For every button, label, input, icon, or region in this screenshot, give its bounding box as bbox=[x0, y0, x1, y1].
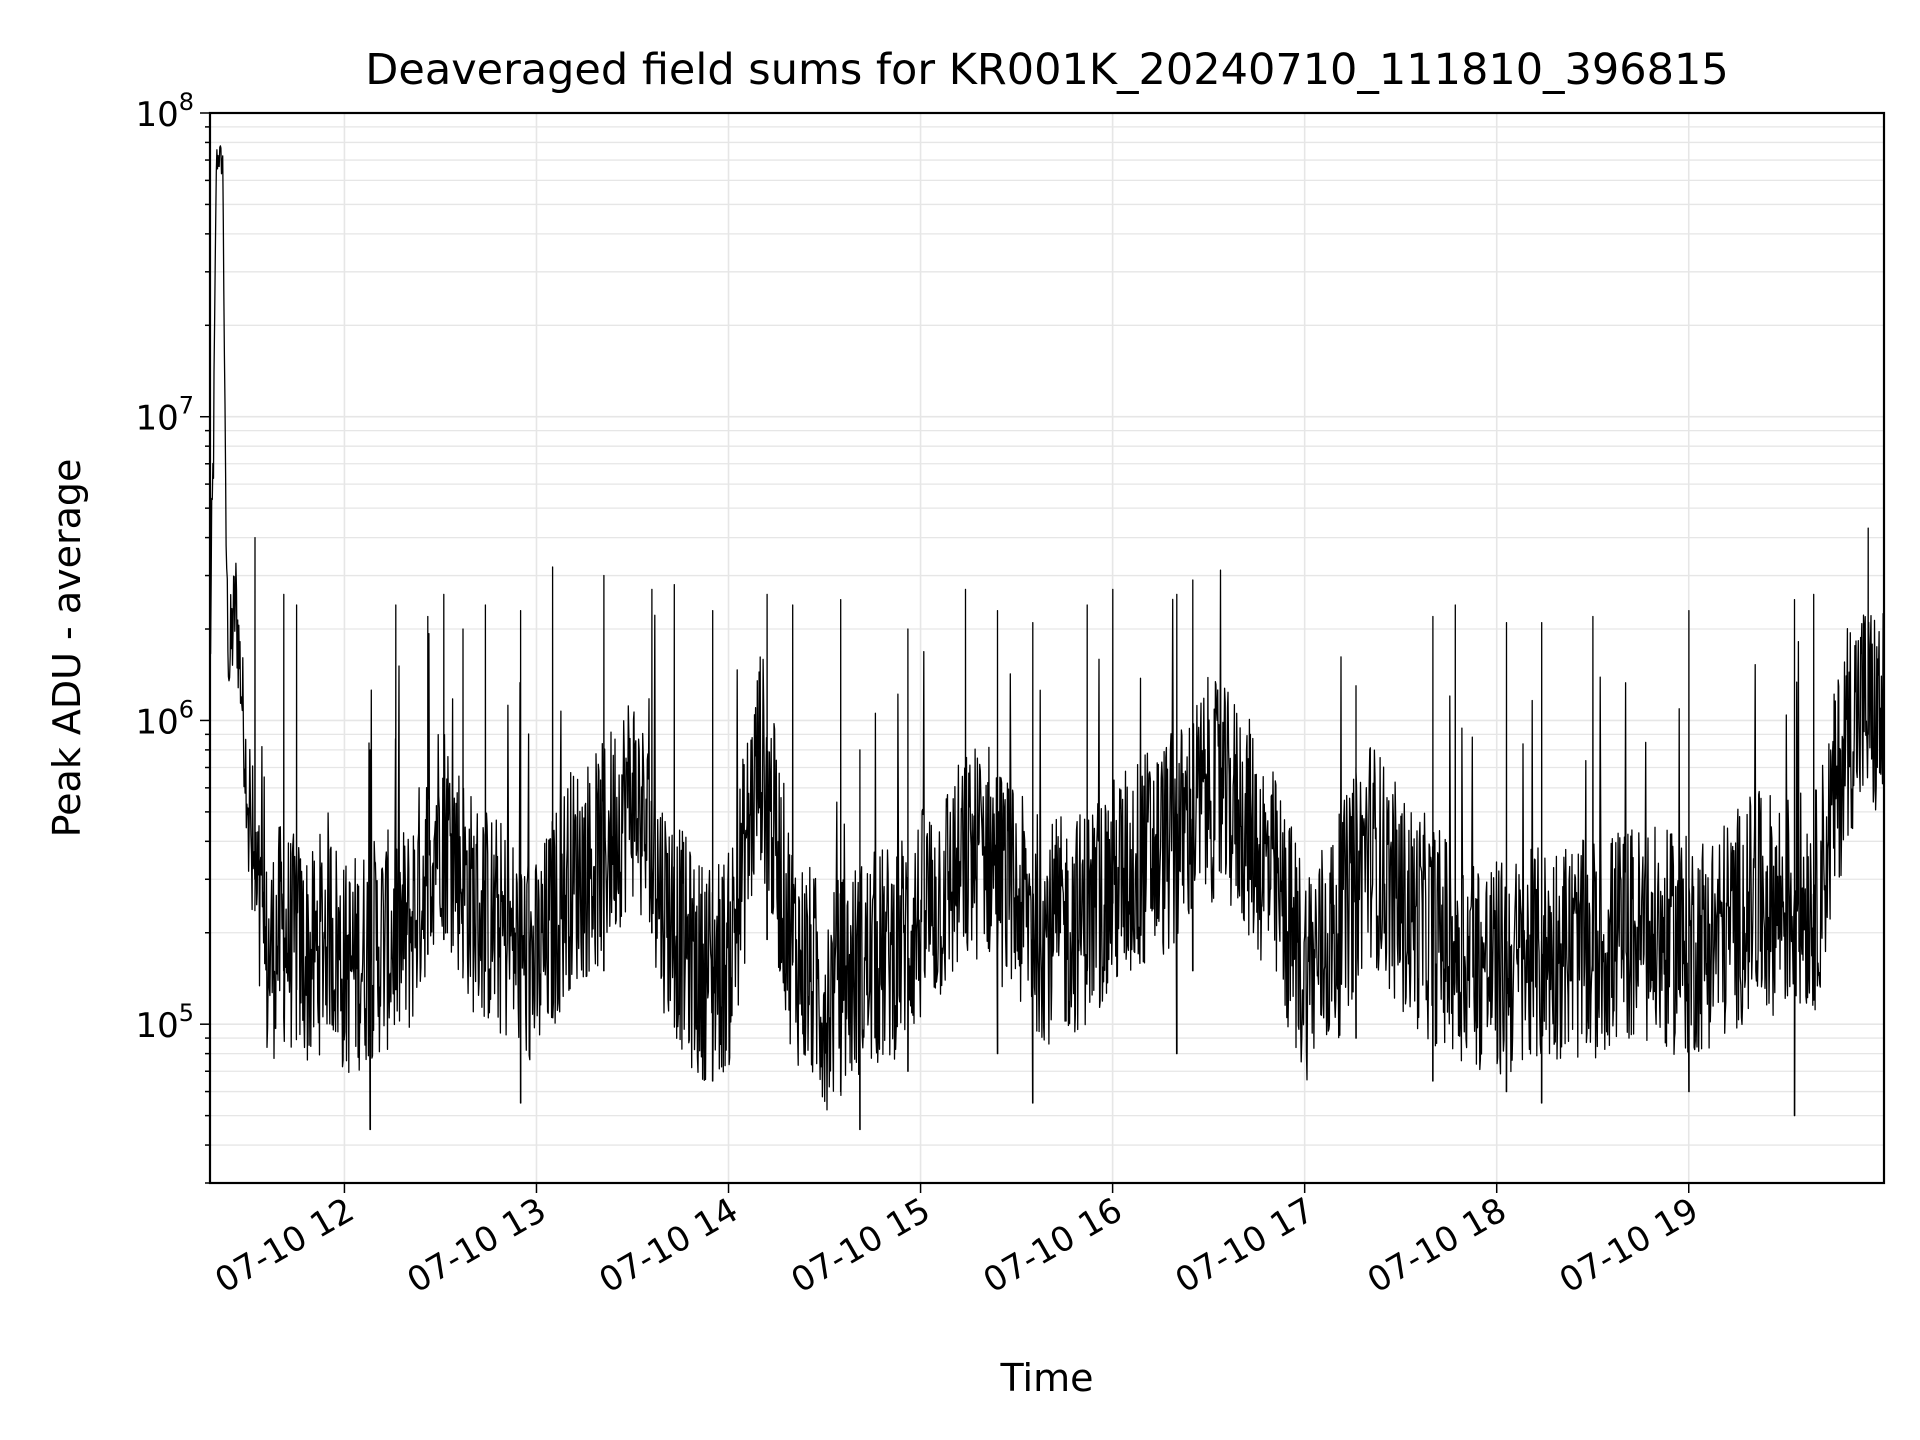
series-line bbox=[209, 145, 1885, 1131]
x-axis-label: Time bbox=[1000, 1356, 1094, 1400]
y-axis-label: Peak ADU - average bbox=[45, 459, 89, 838]
series-line-group bbox=[209, 145, 1885, 1131]
chart-title: Deaveraged field sums for KR001K_2024071… bbox=[365, 45, 1728, 95]
plot-frame bbox=[208, 111, 1886, 1185]
